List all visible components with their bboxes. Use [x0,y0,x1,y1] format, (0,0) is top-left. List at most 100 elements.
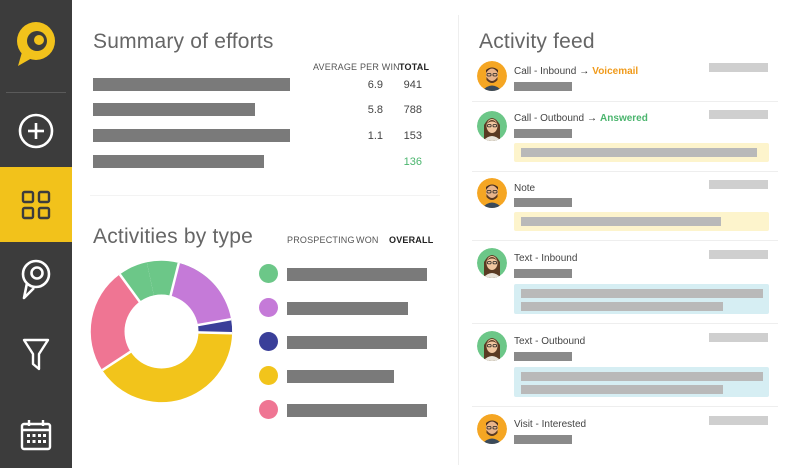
feed-item-type: Note [514,183,536,194]
feed-item-title: Call - Inbound → Voicemail [514,66,638,77]
feed-divider [472,240,778,241]
note-line [521,372,763,381]
feed-item-title: Text - Inbound [514,253,577,264]
tab-won[interactable]: WON [356,235,379,245]
feed-item-title: Call - Outbound → Answered [514,113,648,124]
feed-item-message [514,284,769,314]
legend-dot-pink [259,400,278,419]
app-logo[interactable] [0,0,72,90]
legend-bar [287,404,427,417]
avatar-woman [477,331,507,361]
feed-divider [472,323,778,324]
note-line [521,289,763,298]
column-header-total: TOTAL [399,62,430,72]
legend-dot-yellow [259,366,278,385]
summary-bar [93,78,290,91]
feed-item-status: Voicemail [592,66,639,77]
feed-item-subtitle-bar [514,435,572,444]
feed-item-subtitle-bar [514,129,572,138]
sidebar-item-dashboard[interactable] [0,167,72,242]
feed-divider [472,406,778,407]
feed-item-note [514,212,769,231]
legend-bar [287,268,427,281]
legend-dot-green [259,264,278,283]
feed-item-time-bar [709,180,768,189]
donut-segment-green-2 [119,262,154,303]
avatar-woman [477,248,507,278]
panel-divider [458,15,459,465]
summary-bar [93,103,255,116]
activities-title: Activities by type [93,225,253,248]
sidebar-item-map[interactable] [0,242,72,317]
tab-overall[interactable]: OVERALL [389,235,434,245]
feed-item-time-bar [709,250,768,259]
legend-dot-navy [259,332,278,351]
feed-item-type: Text - Inbound [514,253,578,264]
feed-item-title: Text - Outbound [514,336,585,347]
feed-item-type: Call - Outbound [514,113,585,124]
tab-prospecting[interactable]: PROSPECTING [287,235,355,245]
note-line [521,385,723,394]
sidebar-item-calendar[interactable] [0,397,72,468]
avatar-man [477,61,507,91]
avatar-woman [477,111,507,141]
summary-avg: 1.1 [367,130,383,142]
summary-total: 153 [403,130,422,142]
avatar-man [477,414,507,444]
summary-total-green: 136 [403,156,422,168]
feed-item-type: Text - Outbound [514,336,586,347]
feed-item-subtitle-bar [514,198,572,207]
dashboard-main: Summary of efforts AVERAGE PER WIN TOTAL… [72,0,800,468]
column-header-average: AVERAGE PER WIN [313,62,400,72]
feed-item-subtitle-bar [514,269,572,278]
feed-item-type: Visit - Interested [514,419,587,430]
note-line [521,148,757,157]
feed-divider [472,171,778,172]
summary-total: 941 [403,79,422,91]
sidebar-item-filter[interactable] [0,317,72,392]
calendar-icon [20,419,52,450]
sidebar-item-add[interactable] [0,93,72,168]
add-icon [18,113,54,148]
sidebar-divider [6,92,66,93]
legend-bar [287,370,394,383]
feed-item-time-bar [709,333,768,342]
feed-item-time-bar [709,416,768,425]
activities-donut-chart [90,260,233,403]
feed-item-note [514,143,769,162]
avatar-man [477,178,507,208]
feed-item-status: Answered [600,113,648,124]
legend-bar [287,336,427,349]
feed-item-time-bar [709,63,768,72]
arrow-icon: → [587,113,598,124]
note-line [521,217,721,226]
arrow-icon: → [579,66,590,77]
legend-bar [287,302,408,315]
feed-item-title: Note [514,183,535,194]
donut-segment-purple [170,263,232,326]
summary-bar [93,155,264,168]
summary-bar [93,129,290,142]
filter-icon [22,338,50,370]
feed-item-message [514,367,769,397]
map-pin-icon [21,259,51,299]
panel-divider [90,195,440,196]
feed-item-type: Call - Inbound [514,66,577,77]
donut-segment-navy [197,319,233,334]
feed-divider [472,101,778,102]
summary-title: Summary of efforts [93,30,274,53]
sidebar [0,0,72,468]
summary-avg: 6.9 [367,79,383,91]
summary-avg: 5.8 [367,104,383,116]
legend-dot-purple [259,298,278,317]
feed-item-title: Visit - Interested [514,419,586,430]
activity-feed-title: Activity feed [479,30,595,53]
feed-item-subtitle-bar [514,82,572,91]
badger-maps-logo-icon [17,22,55,66]
feed-item-time-bar [709,110,768,119]
dashboard-grid-icon [21,190,51,219]
donut-segment-yellow [102,332,233,403]
note-line [521,302,723,311]
feed-item-subtitle-bar [514,352,572,361]
summary-total: 788 [403,104,422,116]
